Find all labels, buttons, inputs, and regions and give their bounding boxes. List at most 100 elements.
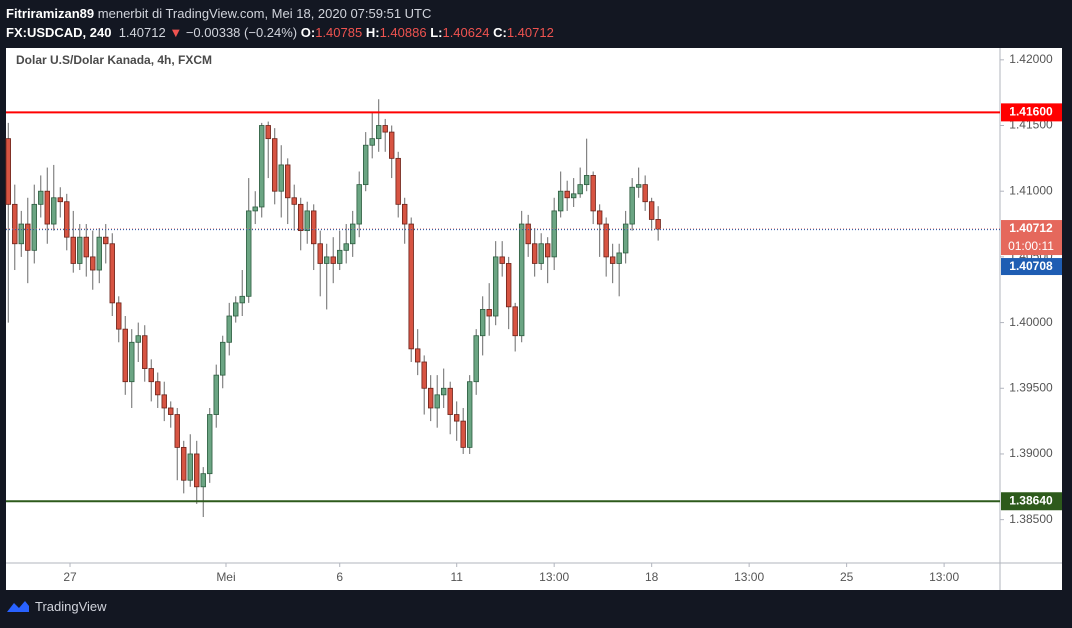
candle-body — [103, 236, 109, 245]
last: 1.40712 — [118, 25, 166, 40]
candle-body — [570, 193, 577, 199]
candle-body — [116, 302, 122, 330]
candle-body — [447, 387, 453, 415]
x-tick-label: 11 — [450, 570, 463, 584]
o: 1.40785 — [315, 25, 363, 40]
candle-body — [181, 446, 187, 481]
candle-body — [525, 223, 531, 245]
candle-body — [428, 387, 434, 409]
candle-body — [5, 138, 11, 205]
candle-body — [518, 223, 525, 337]
logo — [7, 601, 29, 612]
candle-body — [635, 184, 642, 188]
candle-body — [564, 190, 570, 199]
candle-body — [25, 223, 31, 251]
candle-body — [330, 256, 336, 264]
candle-body — [226, 315, 232, 343]
candle-body — [135, 335, 141, 343]
chart-panel — [6, 48, 1062, 590]
x-tick-label: 18 — [645, 570, 659, 584]
candle-body — [434, 394, 440, 409]
h: 1.40886 — [379, 25, 427, 40]
candle-body — [577, 184, 583, 195]
last-price-box — [1001, 220, 1062, 256]
candle-body — [317, 243, 323, 264]
x-tick-label: 6 — [336, 570, 343, 584]
published: menerbit di TradingView.com, Mei 18, 202… — [97, 6, 432, 21]
candle-body — [272, 138, 278, 192]
last-price-label: 1.40712 — [1009, 221, 1053, 235]
y-tick-label: 1.40000 — [1009, 315, 1053, 329]
candle-body — [259, 125, 265, 208]
price-label-box — [1001, 492, 1062, 511]
y-tick-label: 1.39500 — [1009, 380, 1053, 394]
candle-body — [616, 252, 622, 264]
candle-body — [460, 420, 466, 448]
candle-body — [609, 256, 616, 264]
candle-body — [77, 236, 83, 264]
candle-body — [298, 203, 304, 232]
candle-body — [544, 243, 551, 258]
y-tick-label: 1.42000 — [1009, 52, 1053, 66]
candle-body — [324, 256, 330, 264]
candle-body — [278, 164, 284, 192]
candle-body — [96, 236, 102, 271]
footer: TradingView — [6, 598, 107, 614]
candle-body — [421, 361, 427, 389]
candle-body — [122, 328, 128, 383]
candle-body — [363, 144, 369, 186]
candle-body — [252, 206, 258, 212]
candle-body — [382, 125, 388, 133]
x-tick-label: 25 — [840, 570, 854, 584]
candle-body — [239, 295, 245, 304]
candle-body — [648, 201, 655, 220]
candle-body — [18, 223, 24, 245]
candle-body — [174, 414, 180, 448]
candle-body — [531, 243, 538, 264]
marks: 1.385001.390001.395001.400001.405001.410… — [5, 52, 1062, 584]
x-tick-label: Mei — [216, 570, 235, 584]
h-label: H: — [365, 25, 380, 40]
candle-body — [596, 210, 603, 225]
y-tick-label: 1.39000 — [1009, 446, 1053, 460]
candle-body — [505, 263, 512, 308]
c-label: C: — [493, 25, 507, 40]
o-label: O: — [300, 25, 316, 40]
candle-body — [161, 394, 167, 409]
candle-body — [213, 374, 219, 415]
countdown: 01:00:11 — [1008, 239, 1054, 253]
header: Fitriramizan89 menerbit di TradingView.c… — [6, 4, 554, 42]
candle-body — [486, 309, 492, 317]
candle-body — [148, 368, 154, 383]
x-tick-label: 13:00 — [734, 570, 764, 584]
y-tick-label: 1.41000 — [1009, 183, 1053, 197]
l: 1.40624 — [442, 25, 490, 40]
candle-body — [246, 210, 252, 297]
candle-body — [31, 203, 37, 251]
candle-body — [64, 201, 70, 238]
candle-body — [233, 302, 239, 317]
author: Fitriramizan89 — [6, 6, 95, 21]
candle-body — [44, 190, 50, 225]
change: −0.00338 (−0.24%) — [185, 25, 298, 40]
candle-body — [557, 190, 564, 212]
candle-body — [376, 125, 382, 140]
candle-body — [402, 203, 408, 225]
candle-body — [207, 414, 213, 475]
candle-body — [629, 186, 635, 225]
candle-body — [551, 210, 557, 258]
candle-body — [129, 341, 135, 383]
candle-body — [12, 203, 18, 245]
candle-body — [466, 381, 473, 448]
candle-body — [583, 175, 590, 186]
candle-body — [285, 164, 291, 199]
candle-body — [155, 381, 161, 396]
candle-body — [265, 125, 271, 140]
bid-price-label: 1.40708 — [1009, 259, 1053, 273]
x-tick-label: 27 — [63, 570, 77, 584]
candle-body — [408, 223, 414, 350]
price-label: 1.41600 — [1009, 105, 1053, 119]
x-tick-label: 13:00 — [539, 570, 569, 584]
